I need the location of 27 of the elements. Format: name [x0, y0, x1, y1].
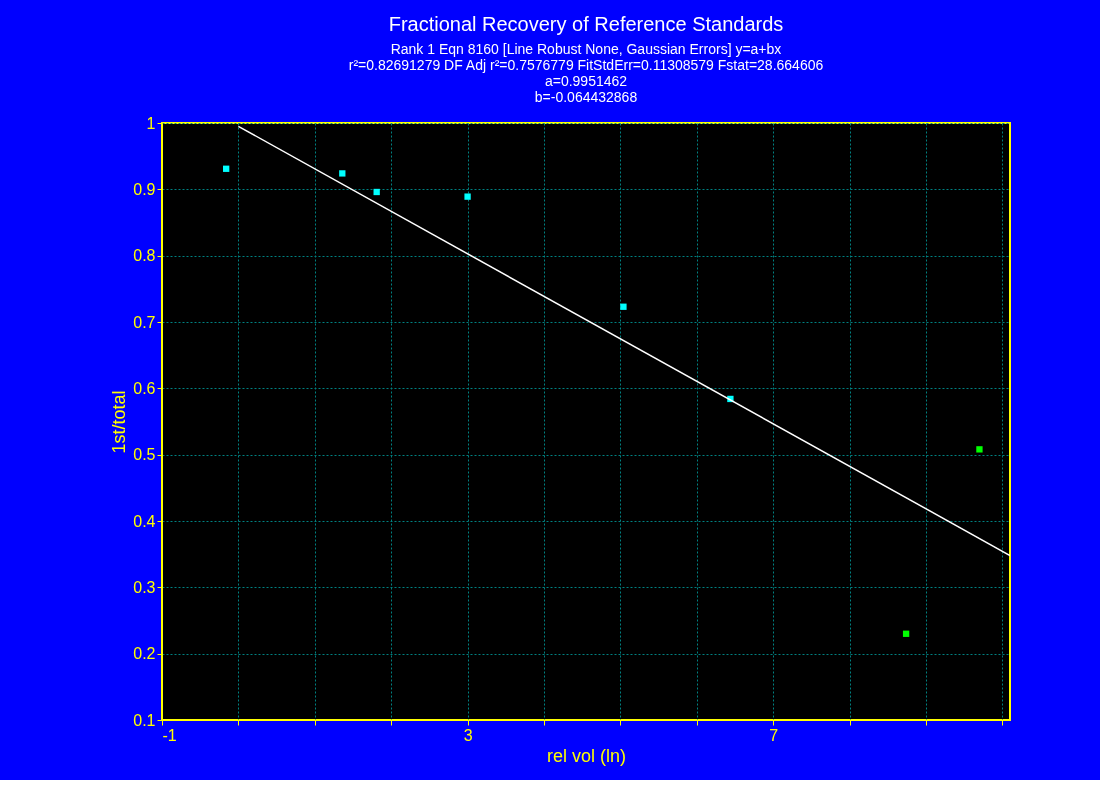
point	[223, 165, 230, 172]
x-tick-label: -1	[162, 726, 177, 744]
y-tick-label: 0.9	[133, 180, 156, 198]
x-axis-title: rel vol (ln)	[546, 745, 627, 766]
y-tick-label: 1	[146, 114, 156, 132]
y-tick-label: 0.3	[133, 578, 156, 596]
y-tick-label: 0.4	[133, 512, 156, 530]
x-tick-label: 3	[463, 726, 473, 744]
text: r²=0.82691279 DF Adj r²=0.7576779 FitStdErr=0.11308579 Fstat=28.664606	[348, 57, 824, 73]
y-axis-title: 1st/total	[109, 390, 130, 454]
y-tick-label: 0.7	[133, 313, 156, 331]
text: b=-0.064432868	[534, 89, 638, 105]
point	[373, 188, 380, 196]
y-tick-label: 0.2	[133, 645, 156, 663]
point	[464, 193, 471, 200]
y-tick-label: 0.5	[133, 446, 156, 464]
y-tick-label: 0.6	[133, 379, 156, 397]
text: a=0.9951462	[544, 73, 628, 89]
point	[339, 170, 346, 177]
y-tick-label: 0.8	[133, 247, 156, 265]
point	[902, 630, 910, 637]
x-tick-label: 7	[769, 726, 779, 744]
y-tick-label: 0.1	[133, 711, 156, 729]
point	[976, 446, 983, 453]
point	[620, 303, 627, 310]
chart-title: Fractional Recovery of Reference Standards	[388, 13, 784, 35]
chart-subtitle: Rank 1 Eqn 8160 [Line Robust None, Gaussian Errors] y=a+bx	[390, 41, 782, 57]
